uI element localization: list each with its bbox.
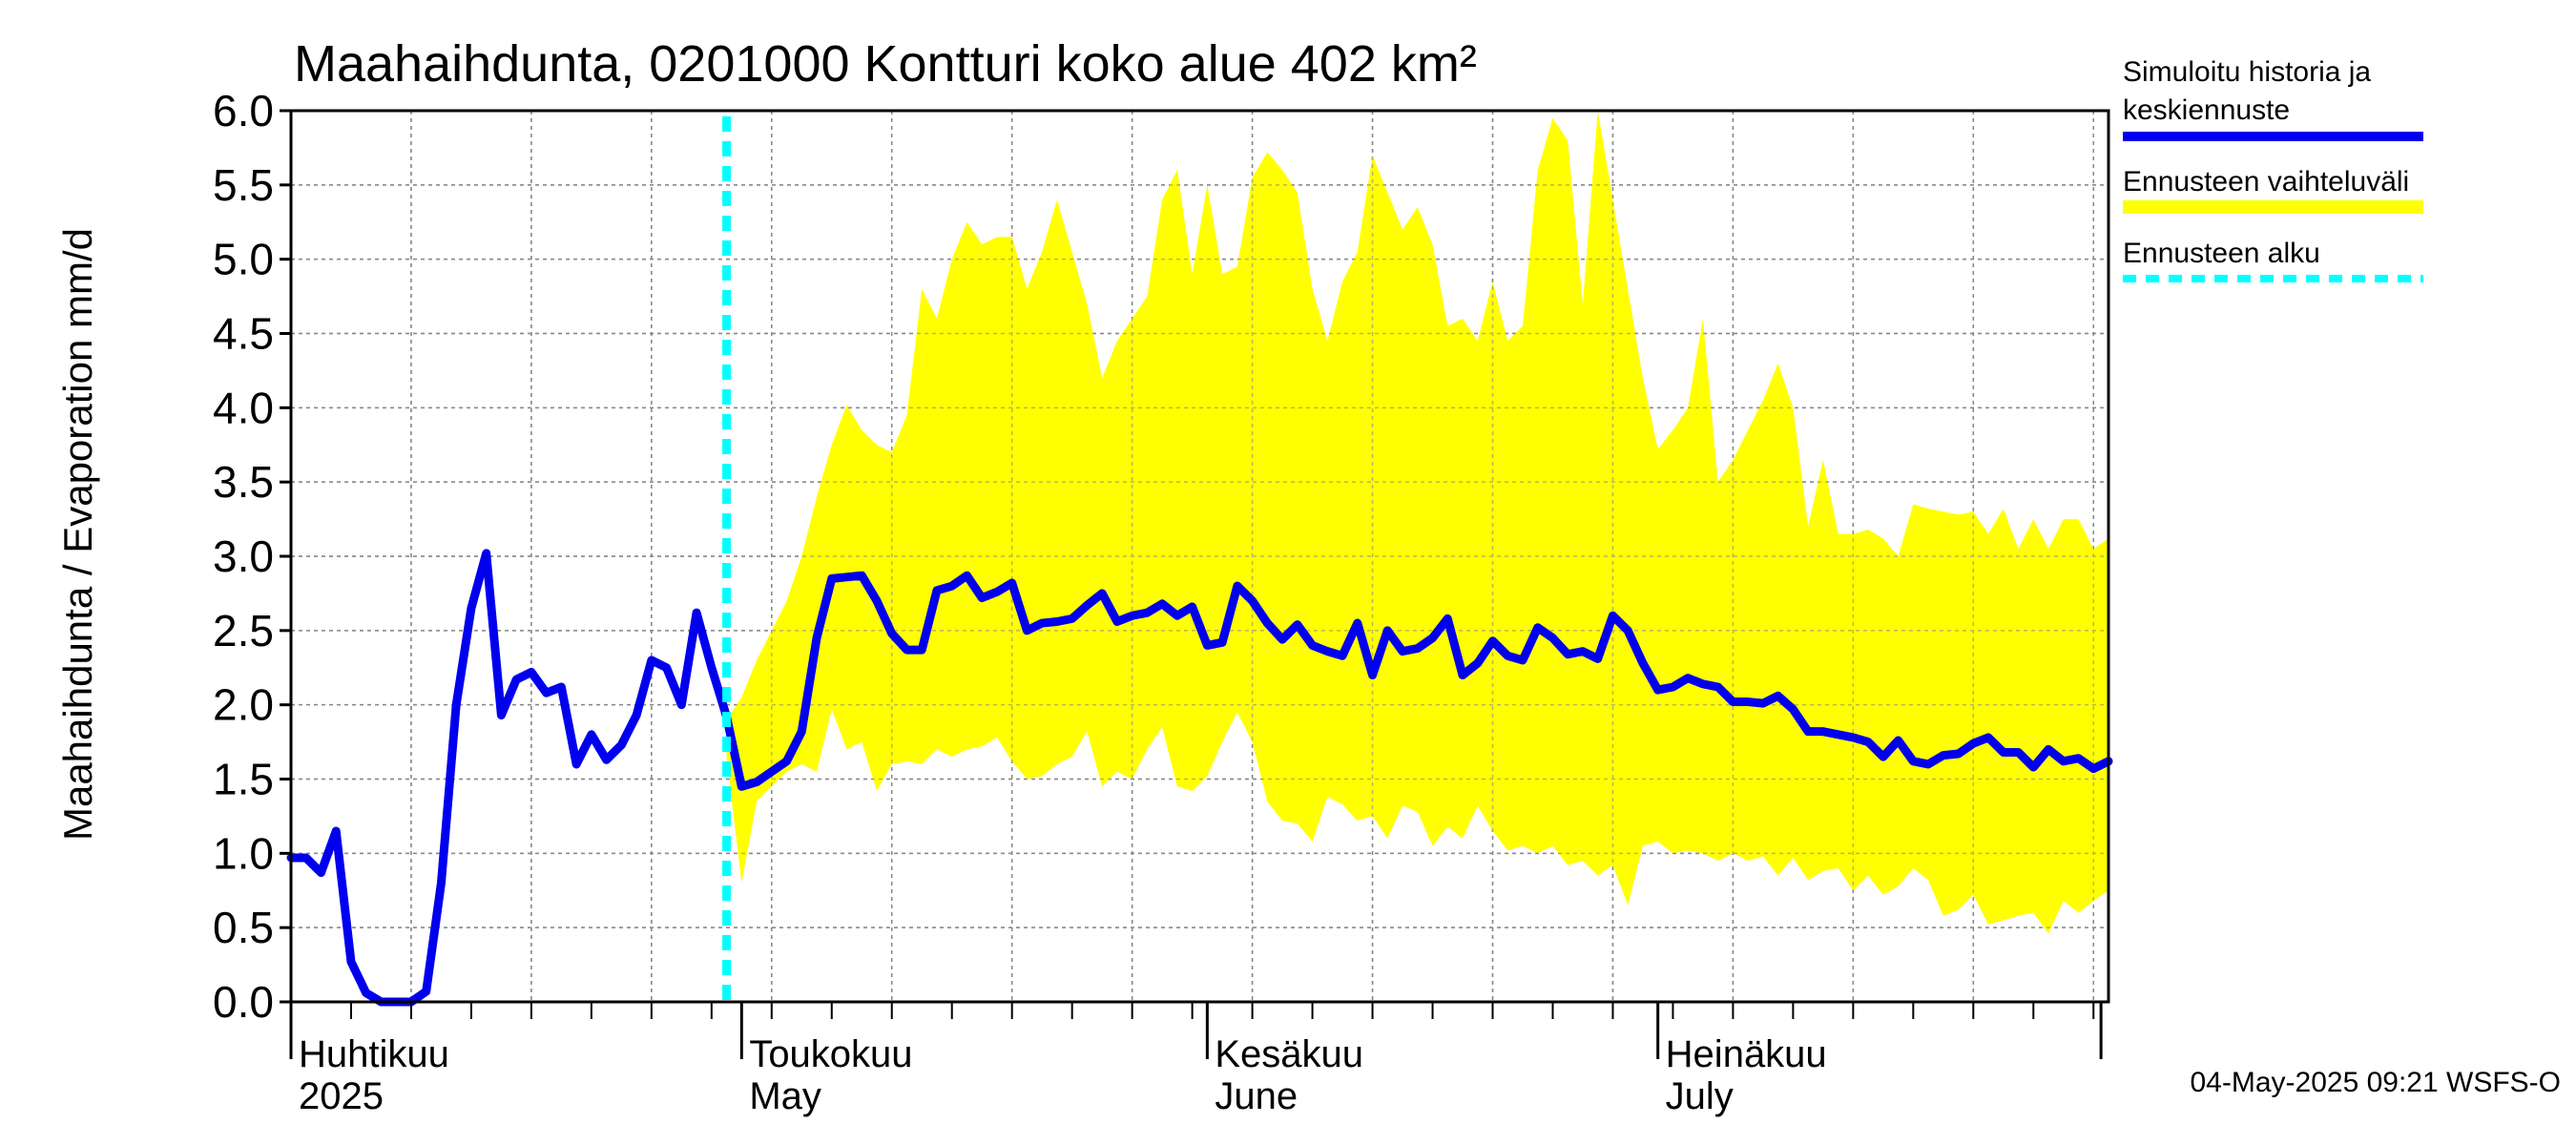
y-tick-label: 1.0 [213, 828, 274, 878]
y-tick-label: 3.5 [213, 457, 274, 507]
legend-label-range: Ennusteen vaihteluväli [2123, 166, 2409, 198]
y-tick-label: 0.0 [213, 977, 274, 1027]
y-tick-label: 3.0 [213, 531, 274, 581]
simulated-history-polyline [286, 549, 2113, 1007]
y-axis-label: Maahaihdunta / Evaporation mm/d [55, 228, 100, 841]
legend: Simuloitu historia ja keskiennuste Ennus… [2123, 56, 2423, 282]
chart-title: Maahaihdunta, 0201000 Kontturi koko alue… [294, 35, 1477, 93]
x-month-label-en: 2025 [299, 1075, 384, 1117]
forecast-range-band [726, 111, 2109, 934]
timestamp-footer: 04-May-2025 09:21 WSFS-O [2191, 1067, 2562, 1098]
x-month-label-fi: Kesäkuu [1215, 1033, 1363, 1075]
y-tick-label: 1.5 [213, 755, 274, 804]
legend-label-history-line1: Simuloitu historia ja [2123, 56, 2371, 88]
y-tick-label: 6.0 [213, 86, 274, 135]
forecast-range-area [726, 111, 2109, 934]
legend-label-history-line2: keskiennuste [2123, 94, 2290, 126]
y-tick-label: 5.5 [213, 160, 274, 210]
legend-label-forecast-start: Ennusteen alku [2123, 238, 2320, 269]
y-tick-label: 5.0 [213, 235, 274, 284]
x-month-label-fi: Heinäkuu [1666, 1033, 1827, 1075]
y-tick-label: 4.5 [213, 309, 274, 359]
x-month-label-en: June [1215, 1075, 1298, 1117]
simulated-history-line [286, 549, 2113, 1007]
y-tick-label: 0.5 [213, 903, 274, 952]
y-tick-label: 2.5 [213, 606, 274, 656]
x-month-label-fi: Huhtikuu [299, 1033, 449, 1075]
y-tick-label: 2.0 [213, 680, 274, 730]
x-month-label-fi: Toukokuu [749, 1033, 912, 1075]
x-month-label-en: July [1666, 1075, 1734, 1117]
y-axis: 0.0 0.5 1.0 1.5 2.0 2.5 3.0 3.5 4.0 4.5 5.0 5.5 6.0 [213, 86, 291, 1027]
x-month-label-en: May [749, 1075, 821, 1117]
y-tick-label: 4.0 [213, 383, 274, 432]
grid-overlay [291, 110, 2109, 1003]
